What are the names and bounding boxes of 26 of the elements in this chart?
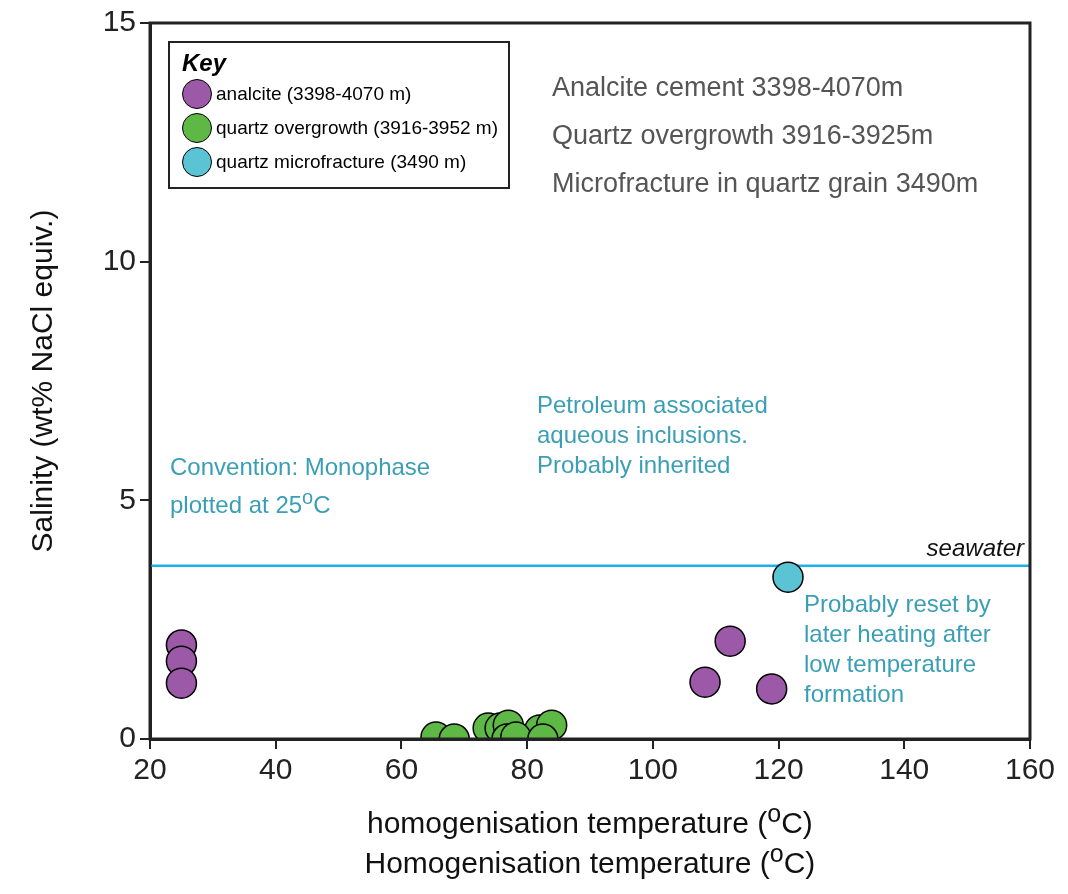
x-tick-label: 20 xyxy=(133,752,167,786)
legend-label: quartz microfracture (3490 m) xyxy=(216,151,467,173)
x-tick-label: 120 xyxy=(753,752,804,786)
y-tick-label: 15 xyxy=(102,4,136,38)
y-tick-label: 10 xyxy=(102,242,136,276)
x-axis-title: homogenisation temperature ($^{o}$C) xyxy=(367,799,813,840)
x-tick-label: 60 xyxy=(384,752,419,786)
x-tick-label: 140 xyxy=(879,752,930,786)
y-tick-label: 0 xyxy=(119,720,136,754)
legend-label: analcite (3398-4070 m) xyxy=(216,83,412,105)
x-tick-label: 160 xyxy=(1004,752,1056,786)
text: Homogenisation temperature ($^{o}$C) xyxy=(364,839,816,880)
legend-label: quartz overgrowth (3916-3952 m) xyxy=(216,117,498,139)
annotation: Microfracture in quartz grain 3490m xyxy=(552,168,979,198)
annotation: Convention: Monophase plotted at 25$^{o}$C xyxy=(170,452,432,520)
annotation: Analcite cement 3398-4070m xyxy=(552,72,904,102)
x-tick-label: 100 xyxy=(627,752,678,786)
y-axis-title: Salinity (wt% NaCl equiv.) xyxy=(24,209,59,553)
annotation: Quartz overgrowth 3916-3925m xyxy=(552,120,934,150)
y-tick-label: 5 xyxy=(119,481,136,515)
legend-title: Key xyxy=(182,49,228,77)
annotation: Petroleum associated aqueous inclusions. Probably inherited xyxy=(537,390,769,480)
ref-line-label: seawater xyxy=(926,534,1025,562)
x-tick-label: 80 xyxy=(510,752,544,786)
annotation: Probably reset by later heating after low temperature formation xyxy=(804,589,992,710)
x-tick-label: 40 xyxy=(259,752,293,786)
